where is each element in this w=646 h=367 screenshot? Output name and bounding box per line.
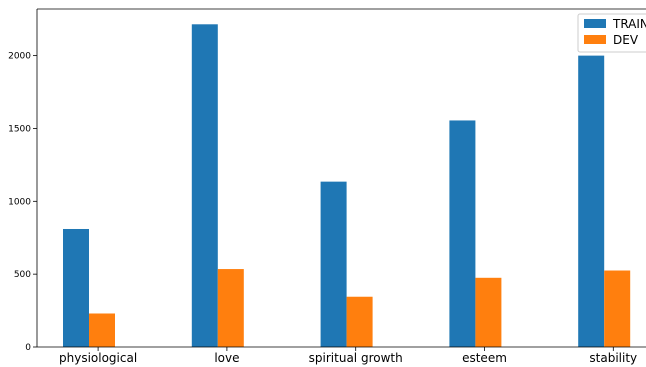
bars-layer xyxy=(63,24,631,348)
bar-dev-stability xyxy=(604,270,631,347)
bar-train-stability xyxy=(578,55,605,347)
bar-dev-love xyxy=(217,269,244,347)
x-tick-label: physiological xyxy=(59,351,137,365)
x-tick-label: love xyxy=(214,351,239,365)
y-tick-label: 2000 xyxy=(8,52,31,62)
y-tick-label: 0 xyxy=(25,343,31,353)
bar-dev-physiological xyxy=(89,313,115,347)
bar-dev-esteem xyxy=(475,277,502,347)
bar-dev-spiritual-growth xyxy=(346,296,373,347)
x-tick-label: spiritual growth xyxy=(309,351,403,365)
y-tick-label: 1500 xyxy=(8,124,31,134)
bar-train-spiritual-growth xyxy=(320,181,347,347)
legend-swatch-dev xyxy=(584,35,606,44)
y-tick-label: 1000 xyxy=(8,197,31,207)
bar-train-esteem xyxy=(449,120,476,348)
x-tick-label: esteem xyxy=(462,351,507,365)
legend-label-dev: DEV xyxy=(613,33,639,47)
y-tick-label: 500 xyxy=(14,270,31,280)
bar-train-love xyxy=(191,24,218,347)
legend-swatch-train xyxy=(584,19,606,28)
legend: TRAIN DEV xyxy=(577,13,646,53)
axes-layer: 0 500 1000 1500 2000 physiological love spiritu… xyxy=(8,8,646,365)
bar-train-physiological xyxy=(63,228,89,347)
x-tick-label: stability xyxy=(589,351,637,365)
legend-label-train: TRAIN xyxy=(612,17,646,31)
